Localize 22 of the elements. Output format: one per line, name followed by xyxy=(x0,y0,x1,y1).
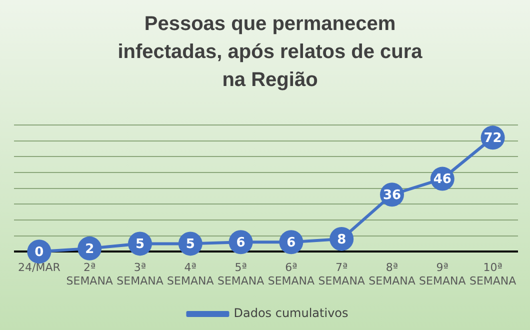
x-tick-label: 4ª SEMANA xyxy=(167,261,214,288)
x-tick-label: 3ª SEMANA xyxy=(116,261,164,288)
data-label: 6 xyxy=(236,235,246,250)
legend-label: Dados cumulativos xyxy=(234,306,348,320)
data-label: 5 xyxy=(135,237,145,252)
data-label: 72 xyxy=(484,131,502,146)
x-tick-label: 5ª SEMANA xyxy=(217,261,265,288)
data-label: 6 xyxy=(286,235,296,250)
x-tick-label: 8ª SEMANA xyxy=(368,261,416,288)
data-label: 0 xyxy=(34,244,44,260)
x-tick-label: 9ª SEMANA xyxy=(419,261,466,288)
data-label: 8 xyxy=(337,232,346,248)
chart-title: Pessoas que permanecem infectadas, após relatos de cura na Região xyxy=(116,12,424,93)
x-tick-label: 2ª SEMANA xyxy=(66,261,114,288)
data-label: 36 xyxy=(382,188,402,204)
data-label: 5 xyxy=(186,237,195,252)
data-label: 2 xyxy=(85,242,94,257)
x-tick-label: 24/MAR xyxy=(18,261,61,274)
data-label: 46 xyxy=(433,172,452,188)
x-tick-label: 10ª SEMANA xyxy=(469,261,517,288)
x-tick-label: 6ª SEMANA xyxy=(268,261,316,288)
x-tick-label: 7ª SEMANA xyxy=(318,261,366,288)
